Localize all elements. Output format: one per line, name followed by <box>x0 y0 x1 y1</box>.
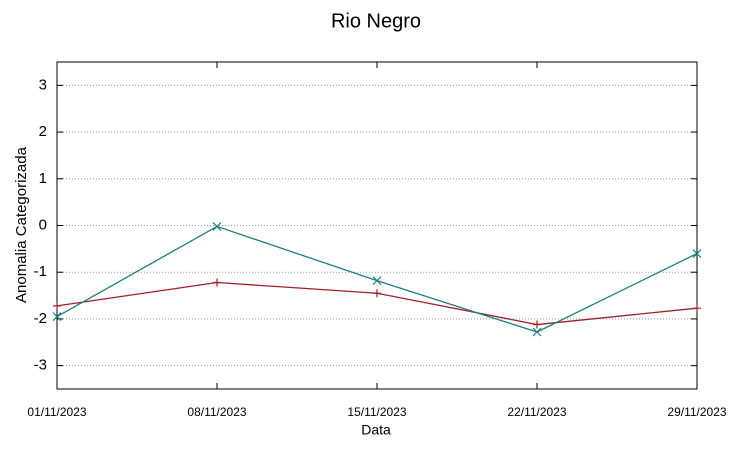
point-marker <box>53 301 61 310</box>
plot-frame <box>56 61 698 390</box>
x-tick-label: 08/11/2023 <box>187 405 246 419</box>
x-tick-label: 15/11/2023 <box>347 405 406 419</box>
y-axis-label: Anomalia Categorizada <box>13 146 30 303</box>
point-marker <box>533 320 541 329</box>
point-marker <box>693 304 701 313</box>
x-tick-label: 01/11/2023 <box>27 405 86 419</box>
y-tick-label: -1 <box>34 263 47 280</box>
point-marker <box>212 222 222 231</box>
series-line <box>56 281 698 326</box>
point-marker <box>373 289 381 298</box>
series-line <box>56 225 698 333</box>
y-tick-label: 0 <box>39 216 47 233</box>
x-axis-label: Data <box>361 422 391 438</box>
y-tick-label: 2 <box>39 123 47 140</box>
y-tick-label: 3 <box>39 76 47 93</box>
chart-title: Rio Negro <box>331 10 421 32</box>
point-marker <box>213 278 221 287</box>
y-tick-label: -3 <box>34 357 47 374</box>
x-tick-label: 22/11/2023 <box>507 405 566 419</box>
y-tick-label: -2 <box>34 310 47 327</box>
x-tick-label: 29/11/2023 <box>667 405 726 419</box>
point-marker <box>372 276 382 286</box>
point-marker <box>532 327 542 337</box>
point-marker <box>692 249 702 258</box>
point-marker <box>52 312 62 322</box>
y-tick-label: 1 <box>39 170 47 187</box>
